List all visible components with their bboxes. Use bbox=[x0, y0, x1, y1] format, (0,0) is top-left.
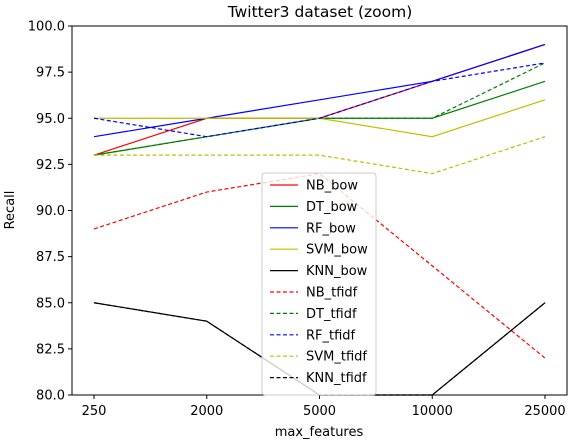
legend-label: RF_bow bbox=[306, 221, 356, 236]
x-tick-label: 2000 bbox=[190, 404, 223, 419]
legend-label: NB_tfidf bbox=[306, 286, 358, 301]
x-axis-title: max_features bbox=[275, 425, 364, 440]
legend-label: SVM_bow bbox=[306, 243, 368, 258]
x-axis: 250 2000 5000 10000 25000 bbox=[82, 395, 566, 419]
legend-label: NB_bow bbox=[306, 179, 358, 194]
y-axis: 80.0 82.5 85.0 87.5 90.0 92.5 95.0 97.5 100.0 bbox=[28, 20, 72, 404]
legend-label: SVM_tfidf bbox=[306, 350, 367, 365]
series-line-dt-tfidf bbox=[93, 62, 546, 156]
y-tick-label: 80.0 bbox=[36, 389, 65, 404]
x-tick-label: 10000 bbox=[412, 404, 453, 419]
legend-label: DT_bow bbox=[306, 200, 358, 215]
legend-box bbox=[261, 172, 377, 396]
y-tick-label: 95.0 bbox=[36, 112, 65, 127]
y-tick-label: 87.5 bbox=[36, 250, 65, 265]
y-axis-title: Recall bbox=[3, 191, 18, 230]
y-tick-label: 90.0 bbox=[36, 204, 65, 219]
series-line-rf-bow bbox=[93, 43, 546, 138]
legend-label: DT_tfidf bbox=[306, 307, 357, 322]
legend: NB_bow DT_bow RF_bow SVM_bow KNN_bow NB_tfidf… bbox=[261, 172, 377, 396]
chart-title: Twitter3 dataset (zoom) bbox=[227, 3, 413, 21]
y-tick-label: 85.0 bbox=[36, 296, 65, 311]
y-tick-label: 97.5 bbox=[36, 66, 65, 81]
x-tick-label: 5000 bbox=[303, 404, 336, 419]
x-tick-label: 25000 bbox=[524, 404, 565, 419]
y-tick-label: 92.5 bbox=[36, 158, 65, 173]
x-tick-label: 250 bbox=[82, 404, 107, 419]
legend-label: KNN_bow bbox=[306, 264, 368, 279]
y-tick-label: 100.0 bbox=[28, 20, 65, 35]
series-line-rf-tfidf bbox=[93, 62, 546, 138]
legend-label: KNN_tfidf bbox=[306, 371, 367, 386]
series-line-nb-tfidf bbox=[93, 172, 546, 359]
series-line-svm-tfidf bbox=[94, 136, 546, 175]
legend-label: RF_tfidf bbox=[306, 328, 356, 343]
y-tick-label: 82.5 bbox=[36, 342, 65, 357]
